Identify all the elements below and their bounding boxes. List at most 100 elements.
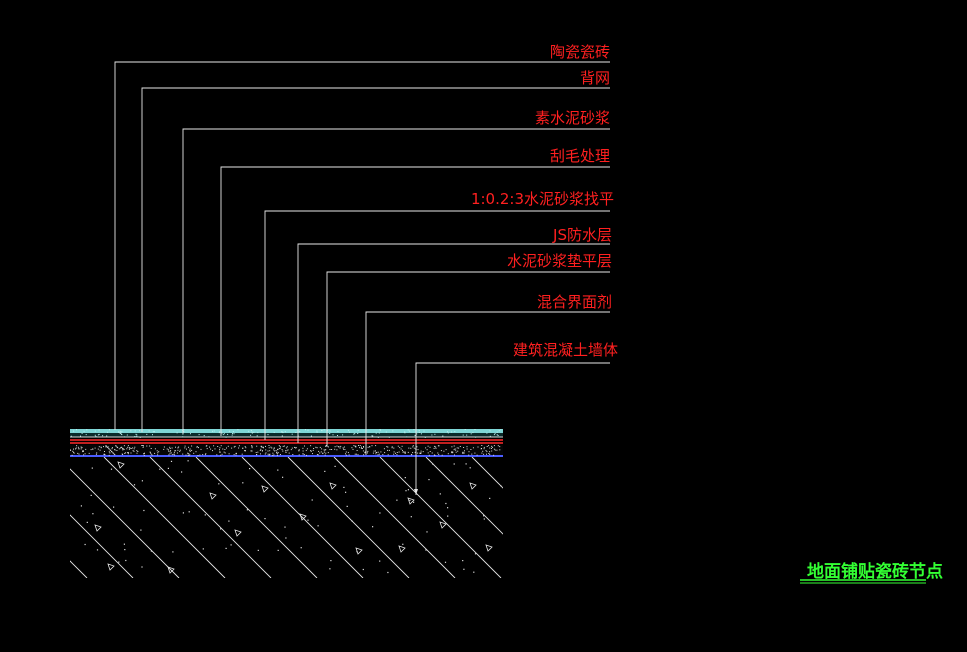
- stipple-dot: [185, 454, 187, 456]
- stipple-dot: [272, 454, 274, 456]
- stipple-dot: [262, 446, 264, 448]
- stipple-dot: [73, 451, 74, 453]
- tile-dot: [251, 431, 253, 433]
- stipple-dot: [109, 452, 111, 454]
- tile-dot: [337, 435, 338, 436]
- stipple-dot: [234, 445, 236, 447]
- tile-dot: [354, 433, 356, 435]
- stipple-dot: [363, 446, 365, 448]
- tile-dot: [337, 431, 339, 432]
- stipple-dot: [251, 445, 253, 447]
- tile-dot: [282, 432, 284, 434]
- tile-dot: [392, 430, 394, 432]
- tile-dot: [139, 430, 141, 432]
- concrete-dot: [351, 520, 353, 522]
- stipple-dot: [105, 445, 107, 447]
- tile-dot: [152, 431, 154, 433]
- stipple-dot: [219, 452, 221, 453]
- stipple-dot: [169, 448, 171, 449]
- tile-dot: [413, 429, 415, 431]
- stipple-dot: [98, 446, 100, 448]
- stipple-dot: [199, 454, 201, 456]
- tile-dot: [119, 430, 121, 432]
- stipple-dot: [88, 452, 90, 454]
- tile-dot: [451, 431, 453, 433]
- concrete-dot: [141, 480, 143, 482]
- tile-dot: [107, 431, 109, 433]
- tile-dot: [353, 433, 355, 435]
- stipple-dot: [282, 450, 284, 452]
- stipple-dot: [391, 447, 393, 449]
- stipple-dot: [466, 448, 468, 450]
- stipple-dot: [116, 450, 118, 451]
- concrete-dot: [277, 469, 279, 471]
- tile-dot: [496, 434, 498, 436]
- aggregate-triangle: [407, 497, 415, 505]
- stipple-dot: [302, 453, 304, 455]
- stipple-dot: [375, 445, 377, 447]
- tile-dot: [305, 429, 306, 431]
- stipple-dot: [186, 448, 187, 450]
- label-concrete-wall: 建筑混凝土墙体: [513, 341, 618, 359]
- stipple-dot: [173, 452, 175, 454]
- hatch-line: [287, 457, 410, 578]
- stipple-dot: [345, 451, 347, 453]
- stipple-dot: [417, 449, 419, 451]
- concrete-dot: [428, 479, 430, 481]
- tile-dot: [499, 436, 501, 438]
- aggregate-triangle: [117, 461, 125, 469]
- tile-dot: [349, 431, 351, 433]
- stipple-dot: [435, 446, 437, 448]
- stipple-dot: [127, 452, 129, 454]
- stipple-dot: [134, 446, 136, 448]
- stipple-dot: [407, 451, 409, 453]
- stipple-dot: [195, 451, 197, 453]
- tile-dot: [424, 436, 426, 438]
- hatch-line: [425, 457, 503, 535]
- label-mortar-leveling: 1:0.2:3水泥砂浆找平: [471, 190, 614, 208]
- stipple-dot: [223, 451, 225, 453]
- stipple-dot: [219, 449, 220, 451]
- concrete-dot: [444, 561, 447, 563]
- stipple-dot: [238, 445, 240, 447]
- tile-dot: [371, 435, 373, 437]
- tile-dot: [198, 434, 200, 436]
- stipple-dot: [82, 451, 84, 453]
- concrete-dot: [346, 505, 348, 507]
- concrete-dot: [465, 463, 467, 465]
- stipple-dot: [306, 454, 307, 456]
- stipple-dot: [312, 449, 314, 451]
- stipple-dot: [189, 448, 191, 450]
- stipple-dot: [263, 447, 264, 449]
- tile-dot: [404, 431, 406, 433]
- stipple-dot: [416, 446, 418, 448]
- tile-dot: [81, 432, 83, 434]
- stipple-dot: [463, 452, 465, 454]
- tile-dot: [295, 432, 297, 433]
- tile-dot: [121, 434, 123, 436]
- stipple-dot: [77, 446, 79, 448]
- stipple-dot: [136, 450, 138, 452]
- stipple-dot: [345, 453, 346, 455]
- stipple-dot: [77, 452, 79, 454]
- stipple-dot: [177, 449, 179, 451]
- stipple-dot: [278, 445, 280, 447]
- stipple-dot: [404, 452, 406, 454]
- stipple-dot: [347, 452, 349, 454]
- stipple-dot: [318, 450, 320, 452]
- stipple-dot: [150, 452, 151, 454]
- concrete-dot: [220, 528, 222, 530]
- concrete-dot: [447, 507, 449, 509]
- concrete-dot: [345, 491, 347, 493]
- concrete-dot: [329, 568, 331, 570]
- hatch-line: [70, 514, 134, 578]
- stipple-dot: [316, 454, 318, 456]
- concrete-dot: [143, 509, 145, 512]
- leader-line: [365, 311, 610, 455]
- stipple-dot: [454, 454, 455, 456]
- stipple-dot: [494, 449, 496, 451]
- tile-dot: [182, 433, 184, 435]
- stipple-dot: [396, 454, 398, 456]
- aggregate-triangle: [329, 482, 337, 490]
- stipple-dot: [298, 449, 300, 451]
